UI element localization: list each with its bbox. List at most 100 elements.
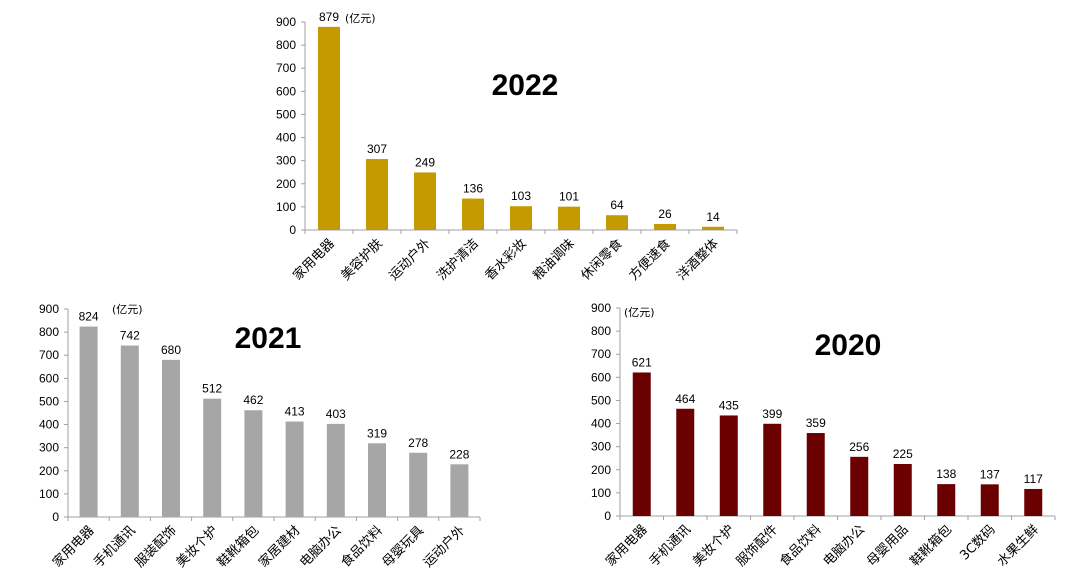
chart-2020-category-label: 手机通讯 [647, 522, 694, 569]
chart-2022-bar [510, 206, 532, 230]
chart-2021-y-tick-label: 900 [39, 302, 59, 316]
chart-2020-bar [893, 464, 912, 516]
chart-2022-y-tick-label: 600 [276, 84, 296, 98]
chart-2021-bar [368, 443, 386, 517]
chart-2020-y-tick-label: 900 [591, 301, 611, 315]
chart-2020-title: 2020 [815, 329, 882, 362]
chart-2022-y-tick-label: 500 [276, 107, 296, 121]
chart-2020-data-label: 621 [632, 355, 652, 369]
chart-2022-y-tick-label: 200 [276, 177, 296, 191]
chart-2020-y-tick-label: 800 [591, 324, 611, 338]
chart-2021-data-label: 512 [202, 382, 222, 396]
chart-2021-category-label: 手机通讯 [91, 523, 138, 570]
chart-2022-category-label: 方便速食 [626, 236, 674, 284]
chart-2021-data-label: 403 [326, 407, 346, 421]
chart-2022-category-label: 美容护肤 [338, 236, 386, 284]
chart-2022-data-label: 249 [415, 155, 435, 169]
chart-2020-category-label: 服饰配件 [734, 522, 781, 569]
chart-2021-data-label: 462 [243, 393, 263, 407]
chart-2021-bar [120, 345, 139, 517]
chart-2022-bar [654, 223, 676, 230]
chart-2021-y-tick-label: 700 [39, 348, 59, 362]
chart-2021-y-tick-label: 500 [39, 394, 59, 408]
chart-2020-y-tick-label: 600 [591, 370, 611, 384]
chart-2020-category-label: 母婴用品 [864, 522, 911, 569]
chart-2022-data-label: 26 [658, 207, 672, 221]
chart-2022-y-tick-label: 100 [276, 200, 296, 214]
chart-2020-bar [763, 423, 782, 516]
chart-2022-category-label: 粮油调味 [530, 236, 577, 283]
chart-2022-category-label: 家用电器 [290, 236, 338, 284]
chart-2020-y-tick-label: 500 [591, 393, 611, 407]
chart-2020-category-label: 电脑办公 [821, 522, 868, 569]
chart-2020-y-tick-label: 100 [591, 486, 611, 500]
chart-2020-bar [719, 415, 738, 516]
chart-2021-category-label: 家用电器 [49, 523, 97, 571]
chart-2022-data-label: 101 [559, 190, 579, 204]
chart-2020-category-label: 美妆个护 [690, 522, 737, 569]
chart-2022-data-label: 307 [367, 142, 387, 156]
chart-2022-bar [606, 215, 628, 230]
chart-2022-bar [558, 206, 580, 230]
chart-2021-y-tick-label: 400 [39, 418, 59, 432]
chart-2021-category-label: 服装配饰 [132, 523, 179, 570]
chart-2020-y-tick-label: 700 [591, 347, 611, 361]
chart-2022-category-label: 香水彩妆 [482, 236, 529, 283]
chart-2021-bar [409, 452, 428, 517]
chart-2021-y-tick-label: 100 [39, 487, 59, 501]
chart-2021-bar [450, 464, 469, 517]
chart-2020-bar [937, 484, 956, 516]
chart-2021-y-tick-label: 600 [39, 371, 59, 385]
chart-2022-y-tick-label: 400 [276, 131, 296, 145]
chart-2020-data-label: 225 [893, 447, 913, 461]
chart-2021-bar [203, 398, 222, 517]
chart-2020-y-tick-label: 400 [591, 417, 611, 431]
chart-2021-unit-label: (亿元) [112, 303, 143, 316]
chart-2021-data-label: 824 [79, 310, 99, 324]
chart-2021-category-label: 鞋靴箱包 [214, 523, 262, 571]
chart-2020-y-tick-label: 0 [604, 509, 611, 523]
chart-2021-category-label: 母婴玩具 [380, 523, 427, 570]
chart-2021-category-label: 美妆个护 [174, 523, 221, 570]
chart-2022-category-label: 休闲零食 [578, 236, 626, 284]
chart-2021-category-label: 电脑办公 [297, 523, 344, 570]
chart-2022-data-label: 14 [706, 210, 720, 224]
chart-2021-bar [326, 423, 345, 517]
chart-2020-category-label: 鞋靴箱包 [907, 522, 955, 570]
chart-2022-y-tick-label: 900 [276, 15, 296, 29]
chart-2020-category-label: 水果生鲜 [995, 522, 1042, 569]
chart-2022-bar [462, 198, 484, 230]
chart-2021-y-tick-label: 300 [39, 441, 59, 455]
chart-2020-bar [1024, 488, 1043, 516]
chart-2022-data-label: 136 [463, 182, 483, 196]
chart-2022-bar [414, 172, 436, 230]
chart-2022-category-label: 运动户外 [386, 236, 434, 284]
chart-2021-bar [285, 421, 304, 517]
chart-2020-y-tick-label: 200 [591, 463, 611, 477]
chart-2020-data-label: 138 [936, 467, 956, 481]
chart-2022-y-tick-label: 700 [276, 61, 296, 75]
chart-2022-data-label: 879 [319, 10, 339, 24]
chart-2022-bar [702, 226, 724, 230]
chart-2020-category-label: 3C数码 [957, 522, 998, 563]
chart-2022-category-label: 洋酒整体 [674, 236, 721, 283]
chart-2020-category-label: 家用电器 [602, 522, 650, 570]
chart-2021-title: 2021 [235, 322, 302, 355]
chart-2020-data-label: 464 [675, 392, 695, 406]
chart-2021-data-label: 742 [120, 329, 140, 343]
chart-2022-y-tick-label: 800 [276, 38, 296, 52]
chart-2020-y-tick-label: 300 [591, 440, 611, 454]
chart-2020-bar [850, 456, 869, 516]
chart-2021-data-label: 228 [449, 447, 469, 461]
chart-2021-bar [79, 326, 98, 517]
chart-2020-data-label: 435 [719, 398, 739, 412]
chart-2020-unit-label: (亿元) [624, 306, 655, 319]
chart-2021-bar [244, 410, 263, 517]
chart-2022-data-label: 64 [610, 198, 624, 212]
chart-2022-y-tick-label: 0 [289, 223, 296, 237]
chart-2022-bar [318, 26, 340, 230]
chart-2020-data-label: 359 [806, 416, 826, 430]
chart-2021-data-label: 319 [367, 426, 387, 440]
chart-2021-category-label: 食品饮料 [338, 523, 386, 571]
